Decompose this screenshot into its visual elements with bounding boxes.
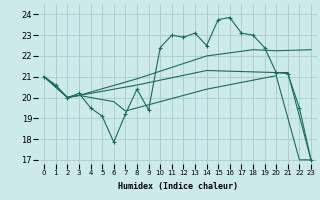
X-axis label: Humidex (Indice chaleur): Humidex (Indice chaleur) — [118, 182, 238, 191]
